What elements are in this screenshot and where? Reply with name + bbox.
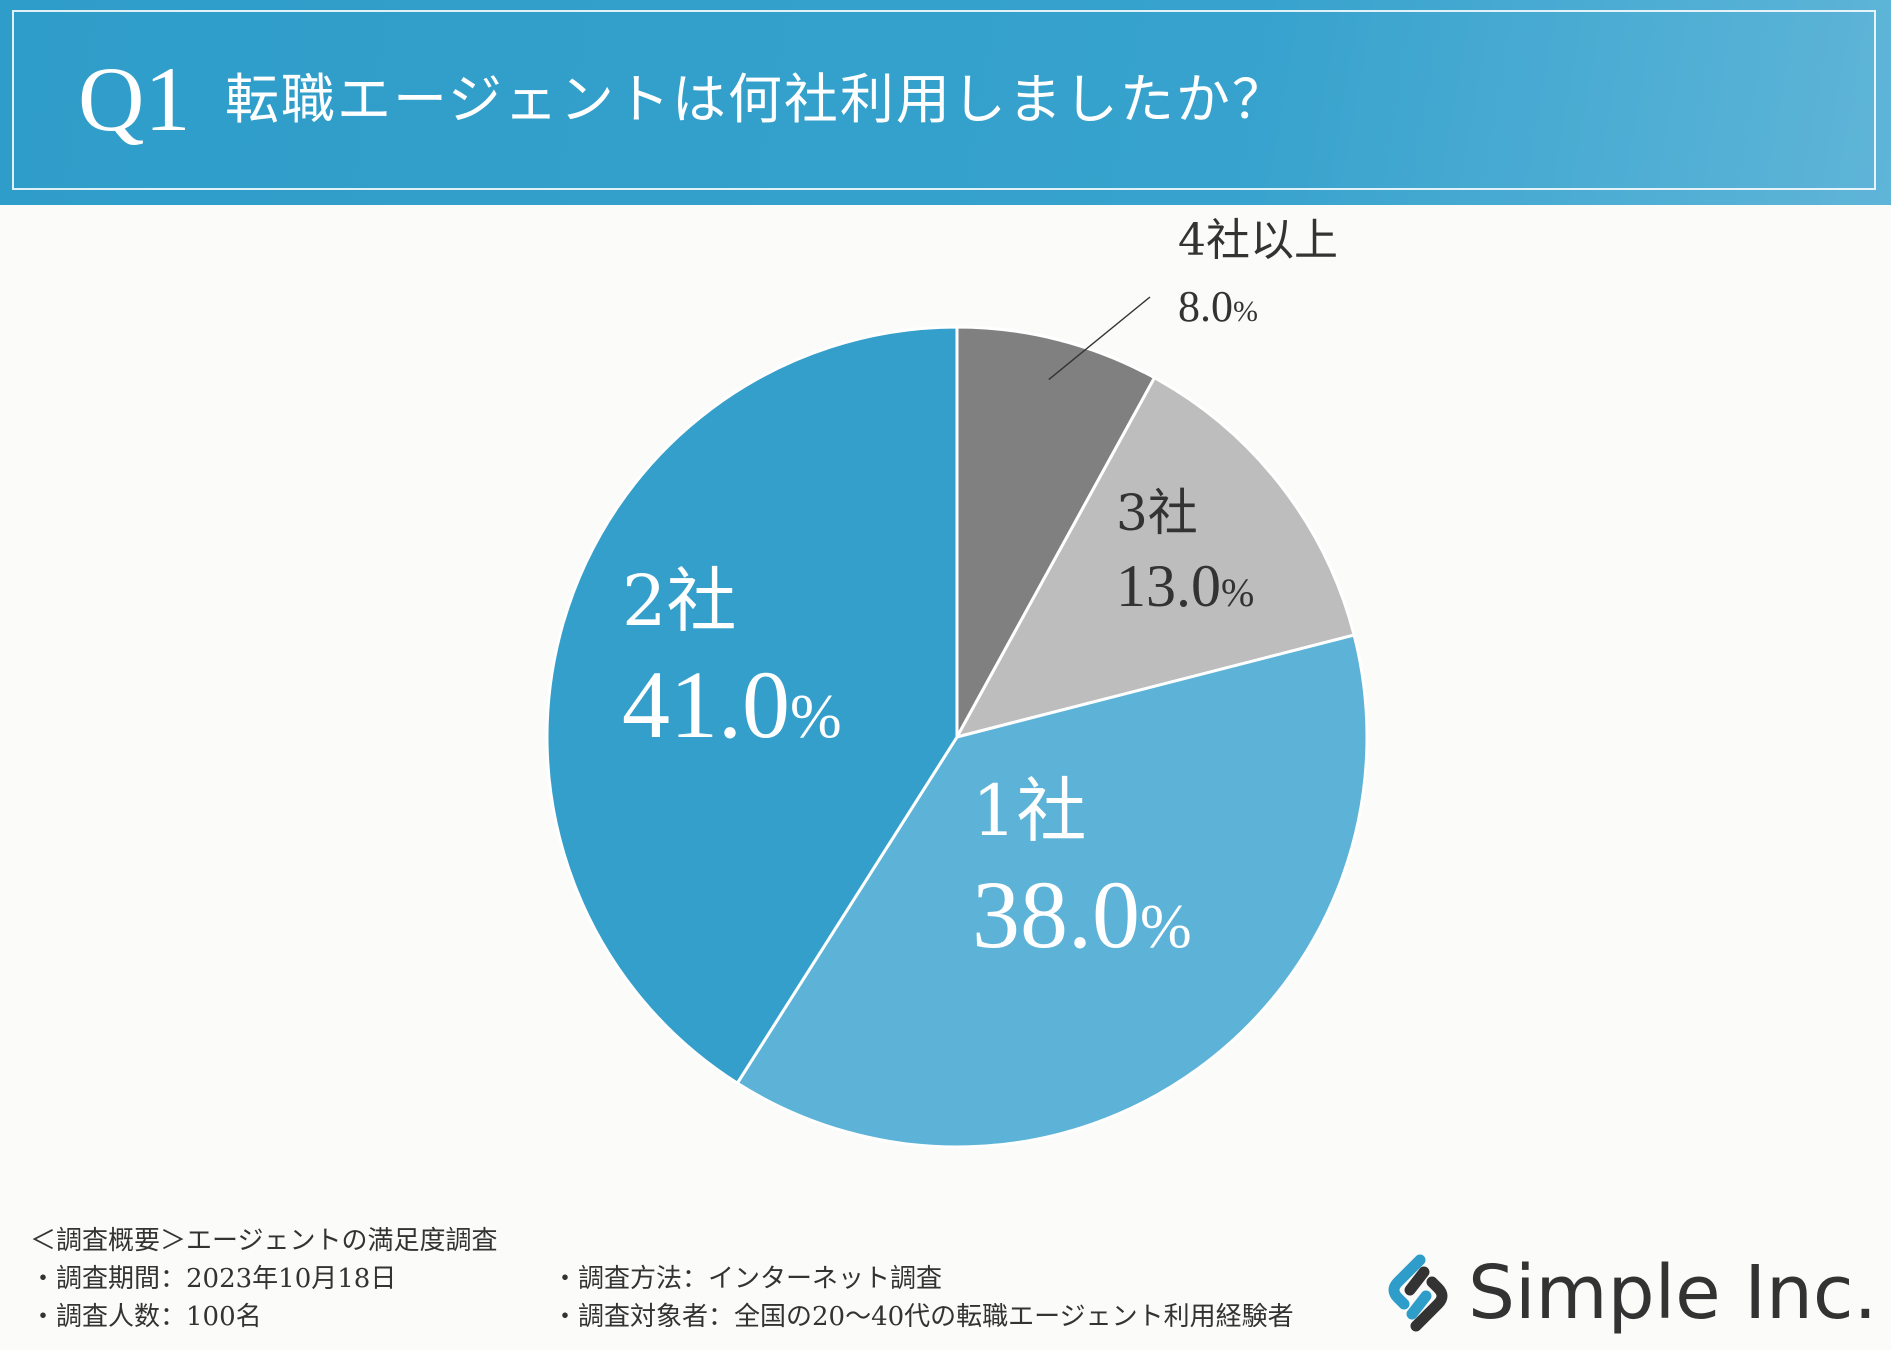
pie-slice-2: [954, 375, 1356, 740]
survey-title: ＜調査概要＞エージェントの満足度調査: [30, 1226, 498, 1256]
slice-category-label: 3社: [1116, 484, 1198, 542]
pie-chart: 4社以上 8.0% 3社 13.0% 1社 38.0% 2社 41.0%: [545, 215, 1369, 1149]
pie-slice-1: [955, 325, 1157, 738]
slice-category-label: 1社: [972, 770, 1087, 852]
pie-slice-3: [735, 633, 1369, 1149]
chain-link-logo-icon: [1388, 1254, 1448, 1332]
callout-line: [1048, 296, 1151, 381]
slice-category-label: 2社: [622, 560, 737, 642]
slice-value-label: 38.0%: [972, 861, 1192, 968]
slice-value-label: 13.0%: [1116, 553, 1254, 619]
survey-summary: ＜調査概要＞エージェントの満足度調査 ・調査期間：2023年10月18日 ・調査…: [30, 1222, 1294, 1336]
brand-name: Simple Inc.: [1468, 1250, 1878, 1336]
survey-method: ・調査方法：インターネット調査: [552, 1264, 943, 1294]
survey-row-1: ・調査期間：2023年10月18日 ・調査方法：インターネット調査: [30, 1260, 942, 1298]
survey-target: ・調査対象者：全国の20～40代の転職エージェント利用経験者: [552, 1302, 1294, 1332]
survey-row-2: ・調査人数：100名 ・調査対象者：全国の20～40代の転職エージェント利用経験…: [30, 1298, 1294, 1336]
question-title: 転職エージェントは何社利用しましたか？: [225, 68, 1288, 131]
survey-period: ・調査期間：2023年10月18日: [30, 1264, 397, 1294]
brand-logo: Simple Inc.: [1380, 1248, 1880, 1338]
pie-slice-4: [545, 325, 959, 1086]
question-number: Q1: [78, 48, 191, 150]
slice-value-label: 41.0%: [622, 651, 842, 758]
slice-value-label: 8.0%: [1178, 282, 1258, 331]
slice-category-label: 4社以上: [1178, 215, 1338, 266]
survey-count: ・調査人数：100名: [30, 1302, 262, 1332]
header-banner: Q1 転職エージェントは何社利用しましたか？: [0, 0, 1891, 205]
header-frame: [12, 10, 1876, 190]
